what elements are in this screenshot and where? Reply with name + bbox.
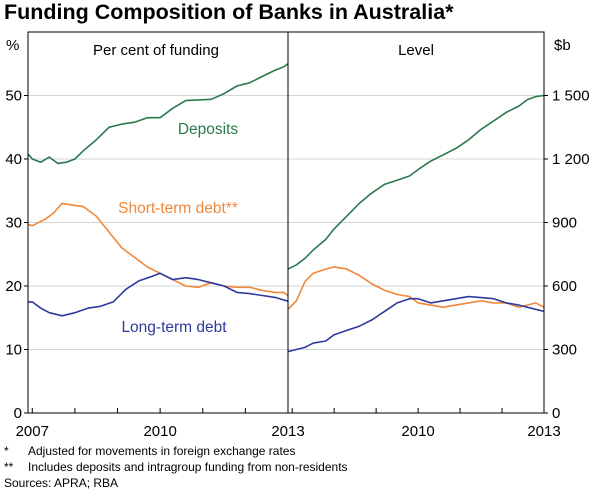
series-line-deposits xyxy=(287,94,545,270)
series-label-deposits: Deposits xyxy=(178,121,239,138)
y-tick-label: 1 500 xyxy=(552,88,590,105)
panel-title: Per cent of funding xyxy=(93,42,219,59)
y-tick-label: 900 xyxy=(552,215,577,232)
sources: Sources: APRA; RBA xyxy=(4,476,119,490)
y-tick-label: 40 xyxy=(5,151,22,168)
y-axis-unit: $b xyxy=(554,37,571,54)
y-tick-label: 30 xyxy=(5,215,22,232)
footnote-2: ** Includes deposits and intragroup fundi… xyxy=(4,460,348,474)
footnote-mark: * xyxy=(4,444,9,458)
y-tick-label: 0 xyxy=(14,405,22,422)
series-label-long_term: Long-term debt xyxy=(121,319,227,336)
y-tick-label: 1 200 xyxy=(552,151,590,168)
x-tick-label: 2010 xyxy=(401,423,434,440)
chart-title: Funding Composition of Banks in Australi… xyxy=(4,0,454,24)
x-tick-label: 2007 xyxy=(16,423,49,440)
x-tick-label: 2010 xyxy=(143,423,176,440)
y-tick-label: 300 xyxy=(552,342,577,359)
y-tick-label: 0 xyxy=(552,405,560,422)
y-tick-label: 50 xyxy=(5,88,22,105)
series-label-short_term: Short-term debt** xyxy=(118,200,238,217)
footnote-1: * Adjusted for movements in foreign excha… xyxy=(4,444,295,458)
y-tick-label: 20 xyxy=(5,278,22,295)
footnote-text: Adjusted for movements in foreign exchan… xyxy=(28,444,296,458)
footnote-mark: ** xyxy=(4,460,14,474)
series-line-short_term xyxy=(27,202,289,297)
series-line-deposits xyxy=(27,63,289,165)
x-tick-label: 2013 xyxy=(271,423,304,440)
x-tick-label: 2013 xyxy=(527,423,560,440)
y-tick-label: 600 xyxy=(552,278,577,295)
y-tick-label: 10 xyxy=(5,342,22,359)
panel-title: Level xyxy=(398,42,434,59)
series-line-long_term xyxy=(287,295,545,353)
footnote-text: Includes deposits and intragroup funding… xyxy=(28,460,348,474)
y-axis-unit: % xyxy=(6,37,19,54)
series-line-long_term xyxy=(28,272,289,317)
